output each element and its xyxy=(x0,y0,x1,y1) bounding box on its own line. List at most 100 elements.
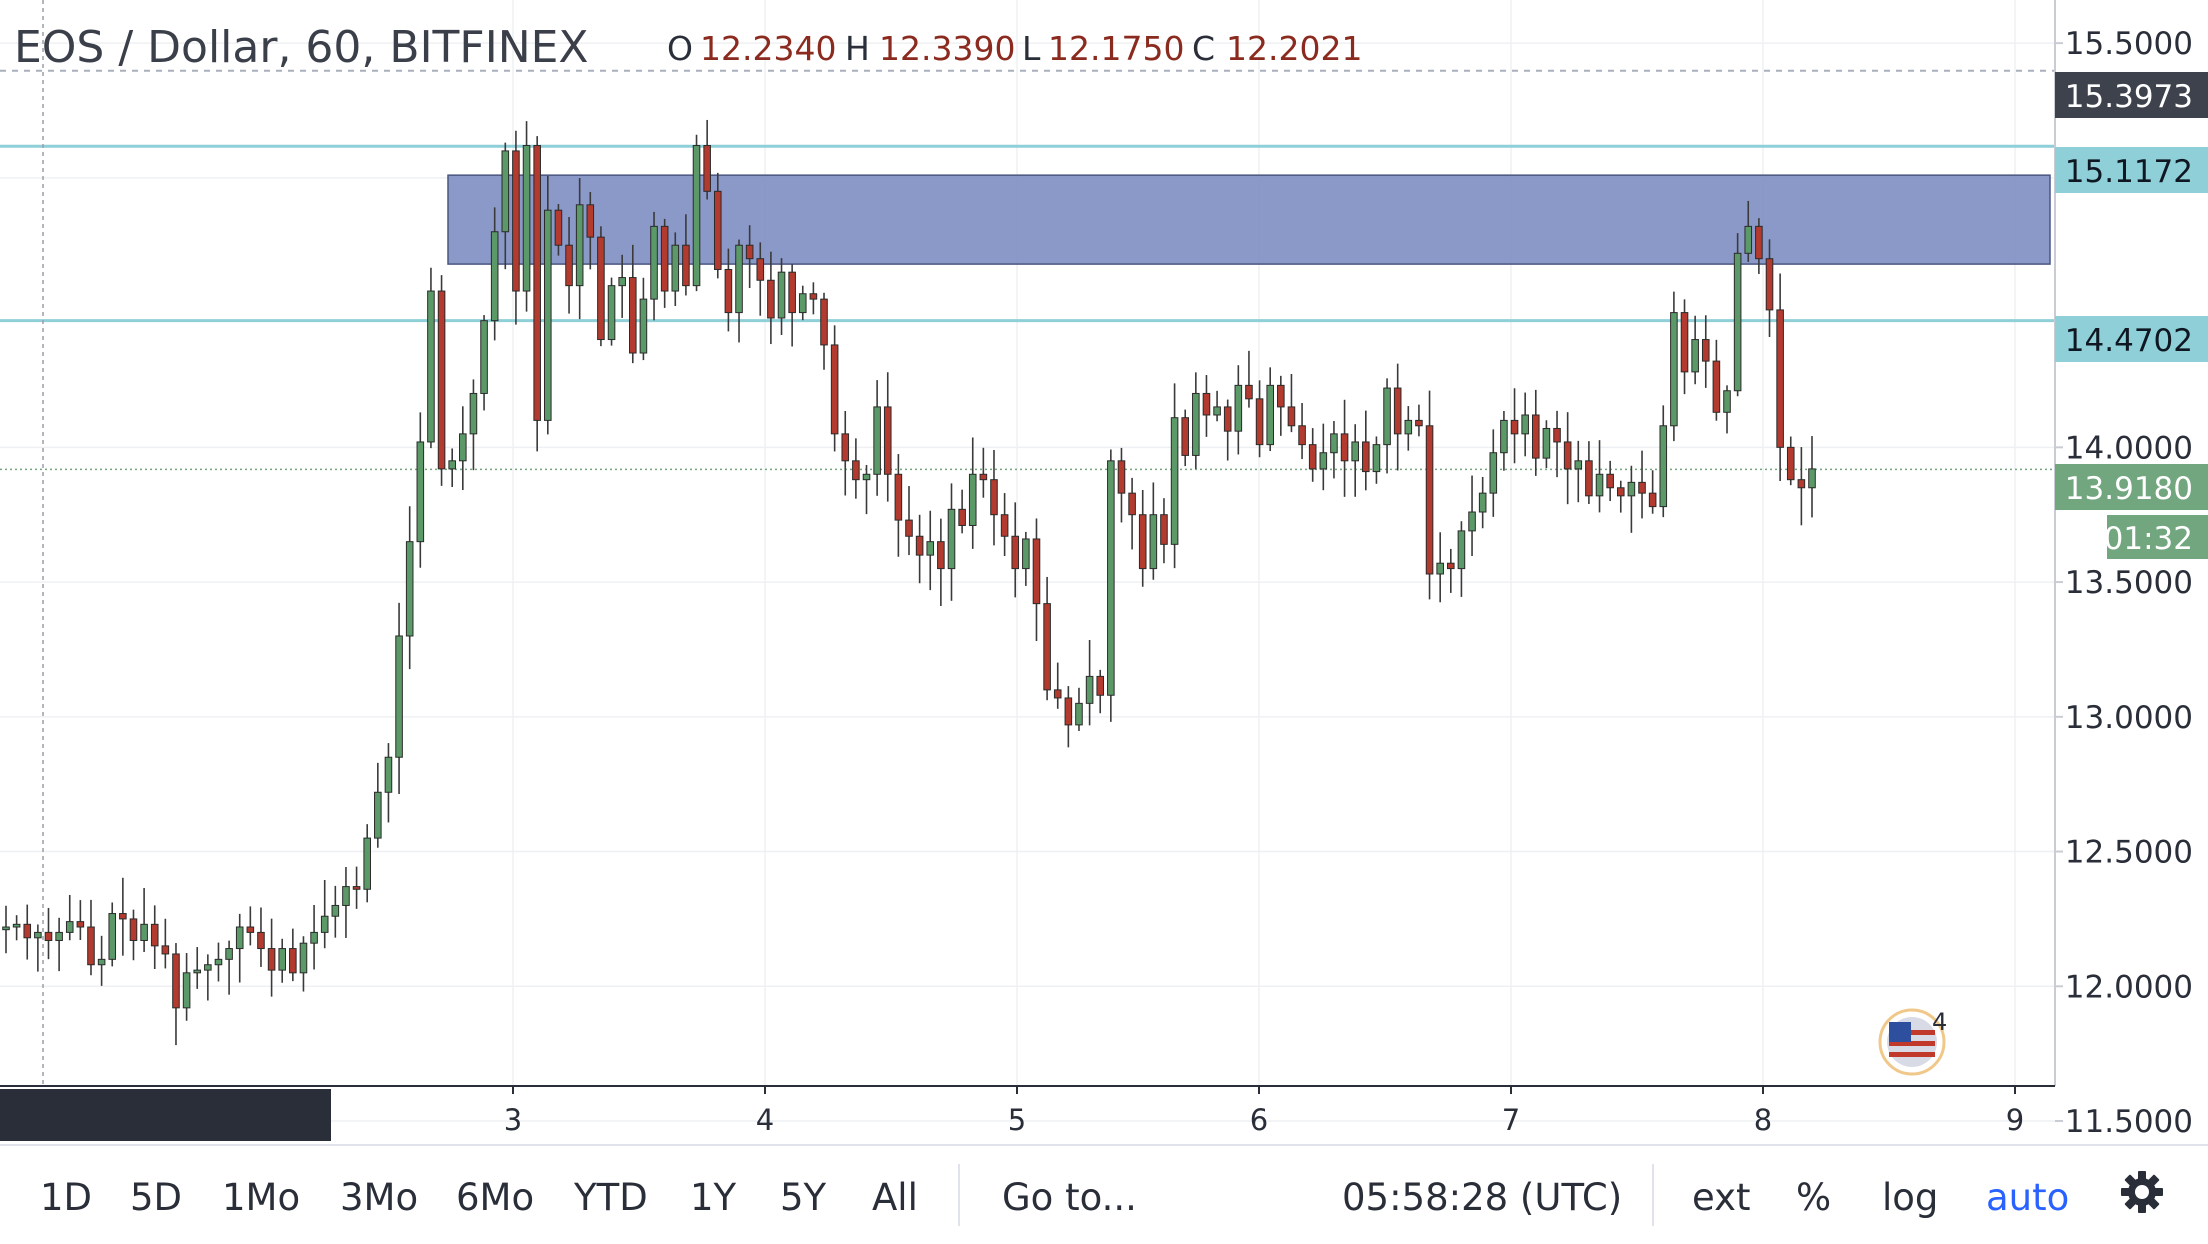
price-tag-last: 13.9180 xyxy=(2055,464,2208,510)
range-5d[interactable]: 5D xyxy=(130,1176,183,1219)
candle-body xyxy=(767,279,775,319)
candle-body xyxy=(1298,425,1306,446)
range-1mo[interactable]: 1Mo xyxy=(222,1176,301,1219)
candle xyxy=(129,909,138,961)
candle-body xyxy=(1181,417,1190,456)
candle xyxy=(405,506,414,670)
candle-body xyxy=(352,886,361,890)
candle xyxy=(575,178,584,320)
candle-body xyxy=(1149,514,1158,570)
candle-body xyxy=(1606,473,1614,489)
flag-icon[interactable] xyxy=(1878,1008,1946,1076)
svg-text:L: L xyxy=(1022,29,1041,68)
candle xyxy=(1128,477,1136,550)
candle-body xyxy=(1765,258,1774,311)
toolbar-divider xyxy=(1652,1164,1654,1226)
candle-body xyxy=(1277,384,1285,408)
candle xyxy=(544,175,552,435)
candle-body xyxy=(1436,562,1444,575)
candle xyxy=(320,879,329,949)
candle xyxy=(1330,421,1338,479)
candle-body xyxy=(129,918,138,941)
candle-body xyxy=(990,479,998,516)
candle xyxy=(1277,375,1285,436)
candle-body xyxy=(862,473,871,481)
range-5y[interactable]: 5Y xyxy=(780,1176,827,1219)
utc-clock[interactable]: 05:58:28 (UTC) xyxy=(1342,1176,1623,1219)
candle xyxy=(671,232,680,307)
candle xyxy=(1425,390,1434,600)
y-tick-label: 15.5000 xyxy=(2065,26,2193,62)
candle-body xyxy=(873,406,881,475)
candle xyxy=(522,121,531,312)
crosshair-time-label: 2018-06-01 03:00:00 xyxy=(0,1089,331,1141)
auto-toggle[interactable]: auto xyxy=(1986,1176,2070,1219)
candle-body xyxy=(1691,339,1699,373)
candle xyxy=(639,277,648,361)
candle-body xyxy=(1712,360,1721,413)
candle-body xyxy=(1468,511,1476,532)
candle xyxy=(1075,687,1083,731)
candle-body xyxy=(1223,406,1232,432)
candle xyxy=(1500,410,1508,471)
x-tick-label: 9 xyxy=(2006,1103,2024,1137)
candle-body xyxy=(1659,425,1668,508)
ext-toggle[interactable]: ext xyxy=(1692,1176,1751,1219)
events-count-badge: 4 xyxy=(1932,1008,1947,1036)
candle xyxy=(1117,447,1126,523)
candle-body xyxy=(1574,460,1583,470)
candle xyxy=(352,866,361,909)
candle xyxy=(1468,475,1476,556)
candle-body xyxy=(1415,419,1423,427)
candle-body xyxy=(1404,419,1413,435)
candle-body xyxy=(1553,427,1561,443)
candle xyxy=(618,254,626,318)
candle xyxy=(34,924,42,972)
svg-text:12.2340: 12.2340 xyxy=(700,29,836,68)
candle xyxy=(150,905,159,970)
range-6mo[interactable]: 6Mo xyxy=(456,1176,535,1219)
candle xyxy=(926,510,935,591)
candle-body xyxy=(76,921,85,928)
symbol-title[interactable]: EOS / Dollar, 60, BITFINEX xyxy=(14,22,589,73)
gear-icon[interactable] xyxy=(2118,1168,2166,1225)
svg-text:12.3390: 12.3390 xyxy=(879,29,1015,68)
candle-body xyxy=(1723,390,1731,413)
candle xyxy=(501,142,510,270)
candle xyxy=(1521,392,1529,457)
candle xyxy=(713,172,722,279)
candles xyxy=(2,119,1816,1046)
candle-body xyxy=(1340,433,1349,462)
candle xyxy=(937,518,945,607)
candle-body xyxy=(597,236,605,341)
goto-button[interactable]: Go to... xyxy=(1002,1176,1137,1219)
candle xyxy=(852,438,860,499)
bottom-toolbar: 1D 5D 1Mo 3Mo 6Mo YTD 1Y 5Y All Go to...… xyxy=(0,1144,2208,1244)
candle-body xyxy=(1255,398,1264,446)
range-ytd[interactable]: YTD xyxy=(574,1176,648,1219)
candle-body xyxy=(1393,387,1402,435)
range-all[interactable]: All xyxy=(872,1176,918,1219)
candle-body xyxy=(1096,675,1105,696)
candle-body xyxy=(1330,433,1338,454)
candle-body xyxy=(745,244,754,260)
range-1d[interactable]: 1D xyxy=(40,1176,93,1219)
price-chart[interactable]: 15.500015.000014.000013.500013.000012.50… xyxy=(0,0,2208,1144)
candle xyxy=(310,904,318,970)
range-1y[interactable]: 1Y xyxy=(690,1176,737,1219)
candle xyxy=(448,448,456,488)
percent-toggle[interactable]: % xyxy=(1796,1176,1832,1219)
candle-body xyxy=(1425,425,1434,575)
candle-body xyxy=(1500,419,1508,454)
candle-body xyxy=(97,958,106,966)
candle-body xyxy=(798,293,807,314)
range-3mo[interactable]: 3Mo xyxy=(340,1176,419,1219)
candle-body xyxy=(1117,460,1126,494)
candle xyxy=(1797,447,1806,526)
candle xyxy=(480,315,488,411)
candle xyxy=(193,947,202,989)
log-toggle[interactable]: log xyxy=(1882,1176,1939,1219)
candle xyxy=(331,885,340,938)
candle xyxy=(1064,686,1073,748)
candle-body xyxy=(1670,312,1678,427)
